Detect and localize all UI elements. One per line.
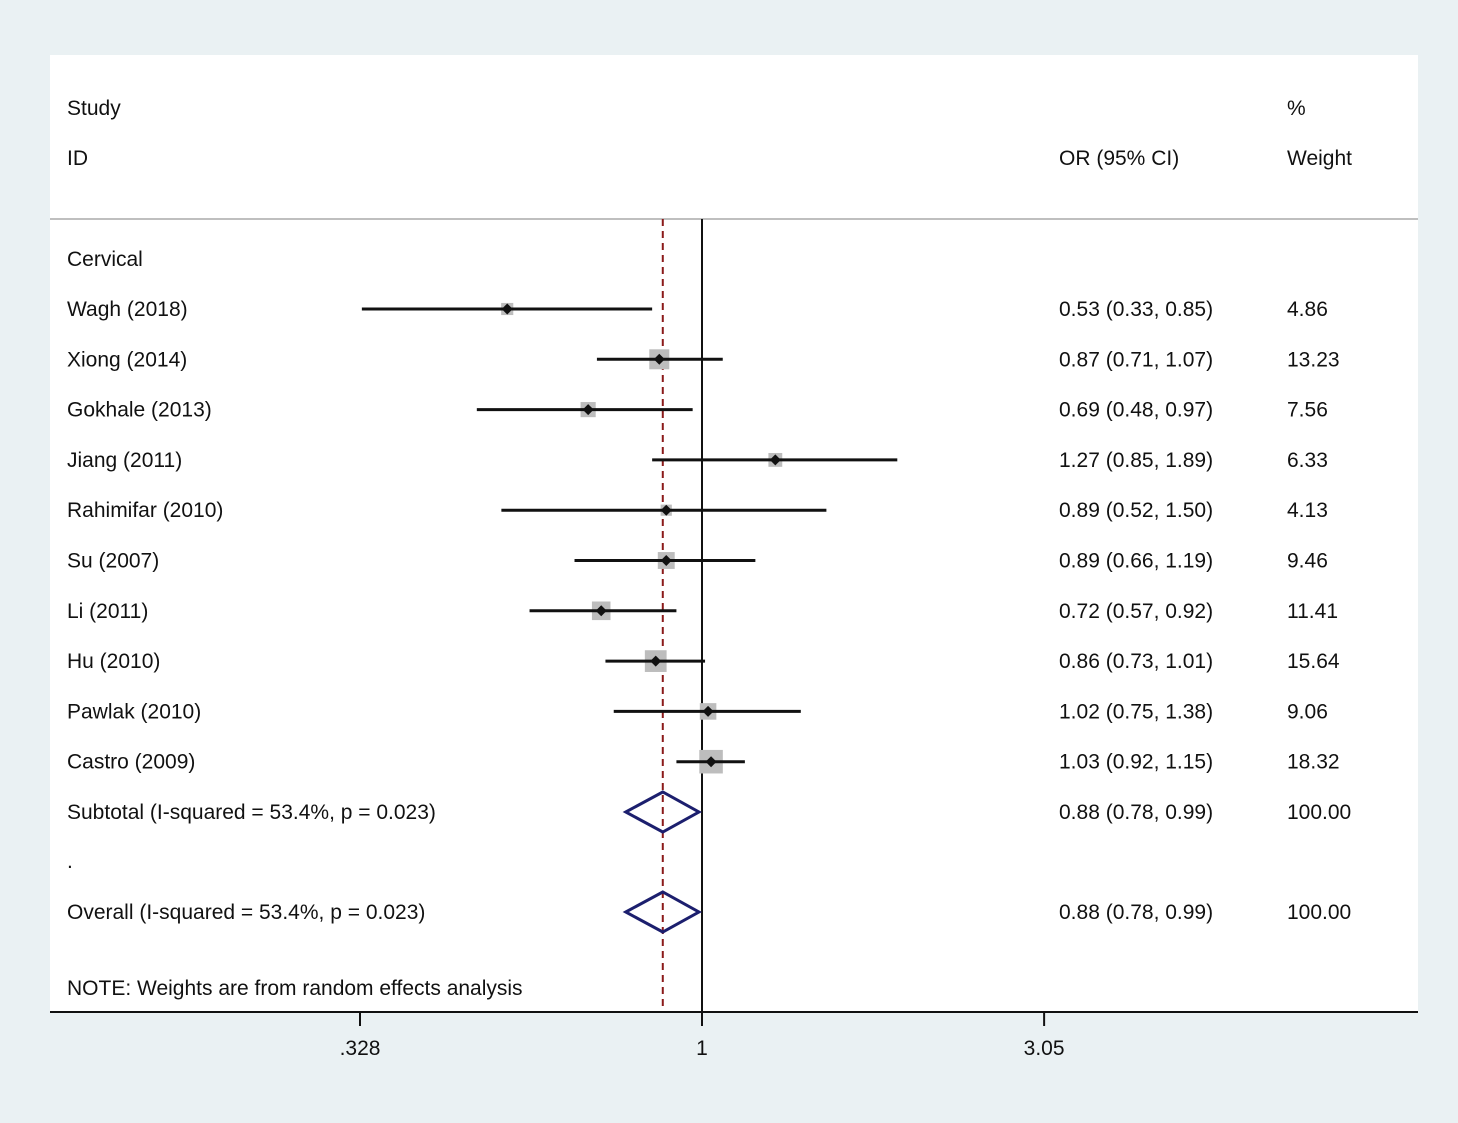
- note: NOTE: Weights are from random effects an…: [67, 977, 523, 1000]
- study-weight-pawlak-2010: 9.06: [1287, 700, 1328, 723]
- study-weight-wagh-2018: 4.86: [1287, 298, 1328, 321]
- study-weight-castro-2009: 18.32: [1287, 751, 1340, 774]
- study-ci-gokhale-2013: 0.69 (0.48, 0.97): [1059, 399, 1213, 422]
- study-name-wagh-2018: Wagh (2018): [67, 298, 188, 321]
- separator-dot: .: [67, 850, 73, 873]
- point-estimate-jiang-2011: [769, 454, 781, 466]
- point-estimate-pawlak-2010: [702, 705, 714, 717]
- study-weight-xiong-2014: 13.23: [1287, 348, 1340, 371]
- overall-ci: 0.88 (0.78, 0.99): [1059, 901, 1213, 924]
- point-estimate-su-2007: [660, 555, 672, 566]
- point-estimate-xiong-2014: [653, 353, 665, 365]
- header-study: Study: [67, 97, 121, 120]
- overall-diamond: [622, 890, 703, 934]
- header-weight: Weight: [1287, 147, 1352, 170]
- study-name-gokhale-2013: Gokhale (2013): [67, 399, 212, 422]
- study-ci-rahimifar-2010: 0.89 (0.52, 1.50): [1059, 499, 1213, 522]
- study-ci-wagh-2018: 0.53 (0.33, 0.85): [1059, 298, 1213, 321]
- x-tick-label-3p05: 3.05: [1024, 1037, 1065, 1060]
- study-ci-li-2011: 0.72 (0.57, 0.92): [1059, 600, 1213, 623]
- study-weight-rahimifar-2010: 4.13: [1287, 499, 1328, 522]
- overall-weight: 100.00: [1287, 901, 1351, 924]
- study-ci-xiong-2014: 0.87 (0.71, 1.07): [1059, 348, 1213, 371]
- study-weight-hu-2010: 15.64: [1287, 650, 1340, 673]
- point-estimate-gokhale-2013: [582, 404, 594, 416]
- study-ci-castro-2009: 1.03 (0.92, 1.15): [1059, 751, 1213, 774]
- study-name-su-2007: Su (2007): [67, 550, 159, 573]
- study-name-hu-2010: Hu (2010): [67, 650, 160, 673]
- subtotal-label: Subtotal (I-squared = 53.4%, p = 0.023): [67, 801, 436, 824]
- subtotal-diamond: [622, 790, 703, 834]
- header-estimate: OR (95% CI): [1059, 147, 1179, 170]
- study-labels: Wagh (2018) 0.53 (0.33, 0.85) 4.86 Xiong (2…: [67, 298, 1340, 774]
- study-ci-jiang-2011: 1.27 (0.85, 1.89): [1059, 449, 1213, 472]
- point-estimate-rahimifar-2010: [660, 504, 672, 516]
- study-weight-su-2007: 9.46: [1287, 550, 1328, 573]
- study-name-xiong-2014: Xiong (2014): [67, 348, 187, 371]
- point-estimate-hu-2010: [650, 655, 662, 667]
- study-ci-hu-2010: 0.86 (0.73, 1.01): [1059, 650, 1213, 673]
- x-tick-label-1: 1: [696, 1037, 708, 1060]
- subtotal-weight: 100.00: [1287, 801, 1351, 824]
- study-name-li-2011: Li (2011): [67, 600, 148, 623]
- point-estimate-li-2011: [595, 605, 607, 617]
- study-name-pawlak-2010: Pawlak (2010): [67, 700, 201, 723]
- study-name-castro-2009: Castro (2009): [67, 751, 195, 774]
- header-percent: %: [1287, 97, 1306, 120]
- study-name-rahimifar-2010: Rahimifar (2010): [67, 499, 223, 522]
- study-weight-jiang-2011: 6.33: [1287, 449, 1328, 472]
- study-name-jiang-2011: Jiang (2011): [67, 449, 182, 472]
- study-weight-gokhale-2013: 7.56: [1287, 399, 1328, 422]
- subgroup-label: Cervical: [67, 248, 143, 271]
- header-id: ID: [67, 147, 88, 170]
- x-tick-label-p328: .328: [340, 1037, 381, 1060]
- overall-label: Overall (I-squared = 53.4%, p = 0.023): [67, 901, 425, 924]
- point-estimate-wagh-2018: [501, 303, 513, 315]
- study-ci-pawlak-2010: 1.02 (0.75, 1.38): [1059, 700, 1213, 723]
- subtotal-ci: 0.88 (0.78, 0.99): [1059, 801, 1213, 824]
- x-axis-ticks: .328 1 3.05: [340, 1012, 1065, 1060]
- point-estimate-castro-2009: [705, 756, 717, 768]
- plot-panel: [50, 55, 1418, 1012]
- study-weight-li-2011: 11.41: [1287, 600, 1338, 623]
- study-marks: [361, 219, 898, 1012]
- study-ci-su-2007: 0.89 (0.66, 1.19): [1059, 550, 1213, 573]
